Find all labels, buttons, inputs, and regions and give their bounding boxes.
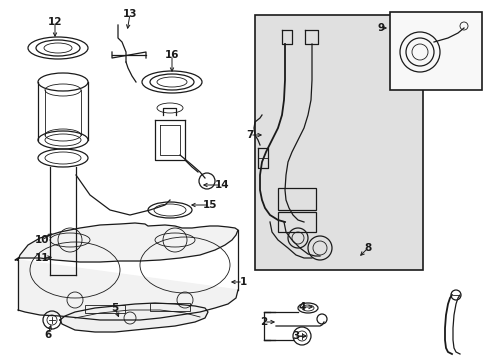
Bar: [85, 305, 125, 313]
Bar: [278, 212, 315, 232]
Text: 13: 13: [122, 9, 137, 19]
Text: 14: 14: [214, 180, 229, 190]
Polygon shape: [15, 223, 238, 320]
Text: 5: 5: [111, 303, 119, 313]
Text: 1: 1: [239, 277, 246, 287]
Bar: [150, 303, 190, 311]
Text: 4: 4: [298, 302, 305, 312]
Text: 6: 6: [44, 330, 52, 340]
Bar: [278, 188, 315, 210]
Text: 12: 12: [48, 17, 62, 27]
Text: 10: 10: [35, 235, 49, 245]
Text: 15: 15: [203, 200, 217, 210]
Text: 11: 11: [35, 253, 49, 263]
Bar: [389, 12, 481, 90]
Text: 2: 2: [260, 317, 267, 327]
Text: 8: 8: [364, 243, 371, 253]
Polygon shape: [60, 303, 207, 332]
Text: 7: 7: [246, 130, 253, 140]
Text: 3: 3: [292, 331, 299, 341]
Text: 9: 9: [377, 23, 384, 33]
Text: 16: 16: [164, 50, 179, 60]
Bar: [254, 15, 422, 270]
